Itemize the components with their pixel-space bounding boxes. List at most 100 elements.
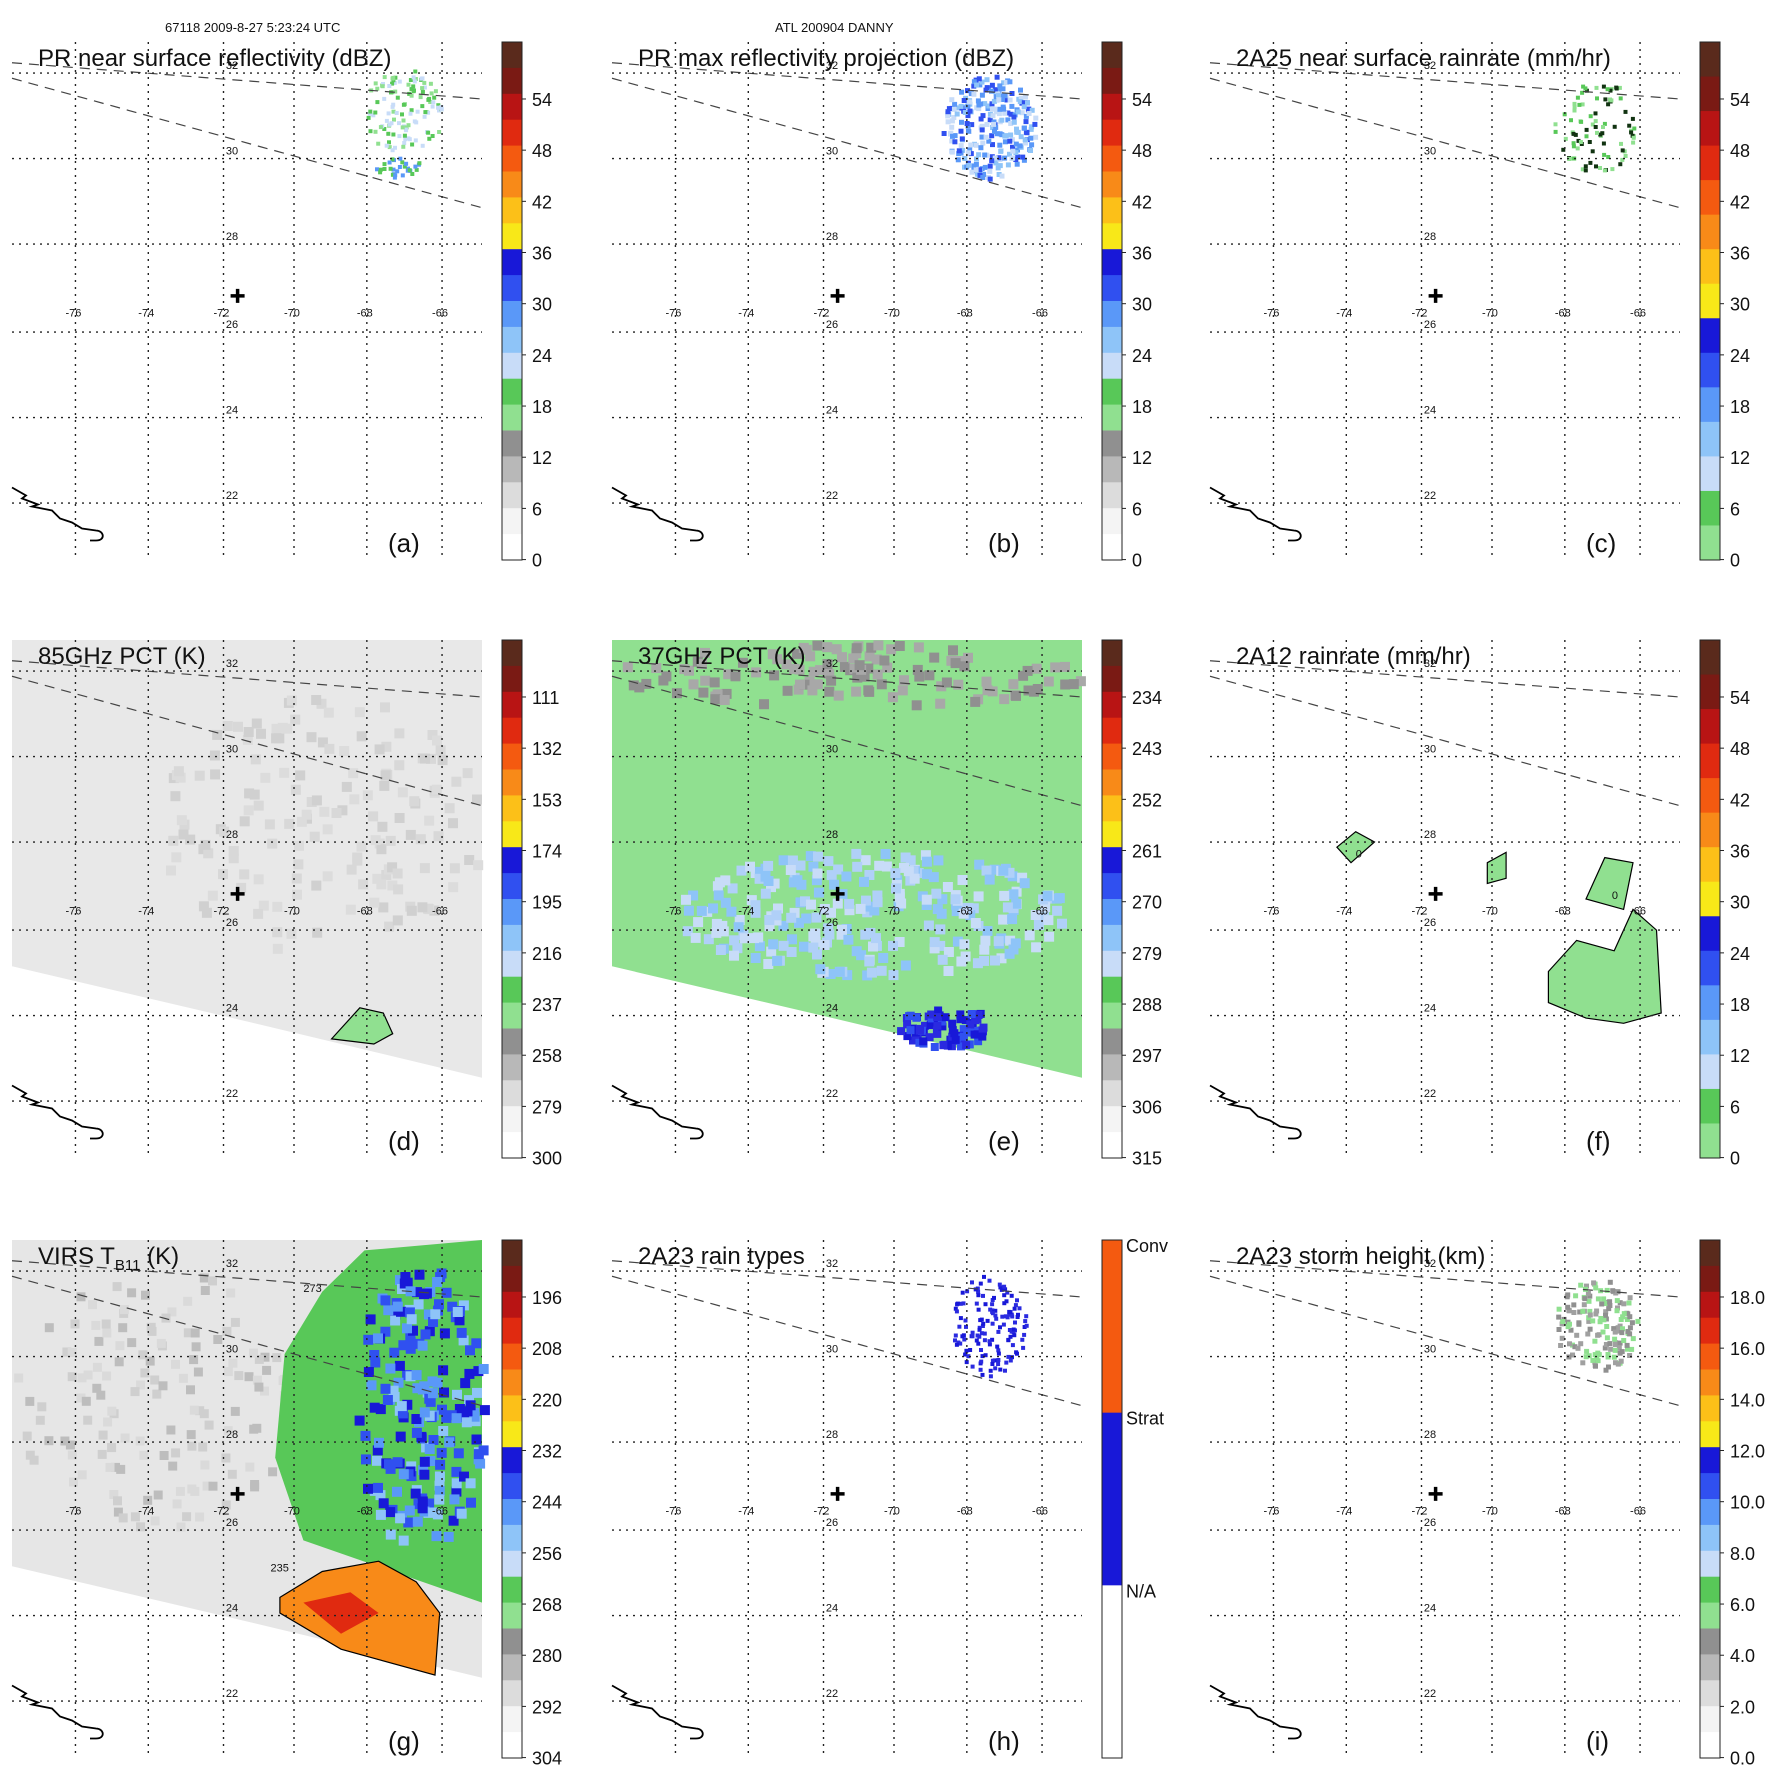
data-pixel: [385, 1529, 396, 1540]
data-pixel: [394, 111, 399, 115]
colorbar-label: 0: [532, 551, 542, 571]
data-pixel: [1025, 100, 1030, 106]
data-pixel: [279, 767, 290, 778]
colorbar-segment: [502, 430, 522, 457]
data-pixel: [794, 664, 805, 675]
data-pixel: [381, 870, 392, 880]
data-pixel: [1612, 1347, 1618, 1353]
data-pixel: [1571, 144, 1576, 149]
lat-label-22: 22: [1424, 1088, 1436, 1100]
data-pixel: [971, 163, 977, 169]
lon-label--66: -66: [1630, 308, 1646, 320]
data-pixel: [710, 694, 721, 705]
lat-label-26: 26: [1424, 319, 1436, 331]
data-pixel: [1007, 1328, 1012, 1332]
colorbar-label: 6: [1132, 499, 1142, 519]
data-pixel: [1593, 1363, 1598, 1369]
data-pixel: [412, 1287, 422, 1298]
data-pixel: [980, 1372, 985, 1377]
data-pixel: [1585, 1290, 1591, 1296]
data-pixel: [323, 707, 334, 718]
lon-label--76: -76: [1263, 906, 1279, 918]
colorbar-segment: [502, 119, 522, 147]
data-pixel: [434, 1494, 445, 1505]
data-pixel: [1610, 167, 1615, 172]
data-pixel: [405, 1371, 416, 1382]
panel-label: (g): [388, 1726, 420, 1756]
data-pixel: [880, 849, 891, 859]
data-pixel: [849, 663, 860, 674]
data-pixel: [433, 89, 438, 94]
colorbar-segment: [502, 717, 522, 745]
data-pixel: [848, 653, 859, 664]
data-pixel: [810, 928, 821, 939]
colorbar-label: 12: [1132, 448, 1152, 468]
data-pixel: [1013, 1320, 1017, 1325]
data-pixel: [378, 125, 383, 130]
colorbar-segment: [1700, 674, 1720, 710]
data-pixel: [1586, 1298, 1592, 1304]
data-pixel: [195, 1406, 205, 1416]
data-pixel: [221, 1500, 231, 1510]
lon-label--70: -70: [284, 308, 300, 320]
data-pixel: [348, 768, 359, 779]
data-pixel: [963, 1318, 968, 1323]
data-pixel: [931, 888, 942, 899]
data-pixel: [634, 682, 645, 693]
data-pixel: [200, 1286, 210, 1295]
data-pixel: [859, 876, 869, 887]
data-pixel: [727, 883, 738, 894]
data-pixel: [732, 943, 743, 954]
data-pixel: [1627, 1314, 1633, 1320]
data-pixel: [432, 1277, 443, 1287]
data-pixel: [903, 1020, 912, 1029]
data-pixel: [1619, 141, 1623, 146]
colorbar-label: 30: [1730, 295, 1750, 315]
data-pixel: [1566, 1307, 1572, 1313]
data-pixel: [395, 169, 400, 174]
data-pixel: [370, 835, 381, 846]
data-pixel: [993, 1313, 998, 1318]
data-pixel: [419, 1289, 429, 1300]
lat-label-24: 24: [826, 405, 838, 417]
data-pixel: [720, 897, 731, 908]
lon-label--74: -74: [738, 906, 754, 918]
data-pixel: [938, 1022, 947, 1031]
data-pixel: [382, 127, 387, 131]
data-pixel: [750, 953, 761, 963]
colorbar-label: 256: [532, 1544, 562, 1564]
orbit-info-header: 67118 2009-8-27 5:23:24 UTC: [165, 20, 340, 35]
data-pixel: [1015, 154, 1021, 160]
colorbar-segment: [1700, 1421, 1720, 1448]
data-pixel: [1562, 112, 1567, 117]
data-pixel: [953, 679, 964, 690]
panel-title: PR max reflectivity projection (dBZ): [638, 45, 1014, 72]
storm-center-marker: [230, 1486, 245, 1501]
data-pixel: [153, 1490, 163, 1500]
data-pixel: [958, 1316, 963, 1321]
lat-label-26: 26: [1424, 1517, 1436, 1529]
data-pixel: [927, 1010, 936, 1019]
colorbar-segment: [1700, 1291, 1720, 1319]
data-pixel: [772, 955, 783, 966]
data-pixel: [1012, 1306, 1017, 1311]
lat-label-22: 22: [1424, 490, 1436, 502]
data-pixel: [398, 1469, 409, 1480]
data-pixel: [1590, 1318, 1596, 1324]
colorbar-label: 153: [532, 790, 562, 810]
data-pixel: [1583, 164, 1588, 169]
panel-title: VIRS TB11 (K): [38, 1243, 179, 1274]
data-pixel: [949, 97, 955, 103]
data-pixel: [293, 859, 304, 870]
data-pixel: [401, 144, 406, 149]
data-pixel: [888, 940, 898, 951]
data-pixel: [1615, 1325, 1621, 1331]
data-pixel: [189, 1405, 199, 1415]
data-pixel: [428, 81, 433, 86]
data-pixel: [427, 1376, 438, 1387]
data-pixel: [417, 1503, 428, 1514]
data-pixel: [103, 1417, 113, 1427]
data-pixel: [456, 1508, 467, 1519]
data-pixel: [207, 890, 218, 901]
data-pixel: [380, 770, 391, 781]
